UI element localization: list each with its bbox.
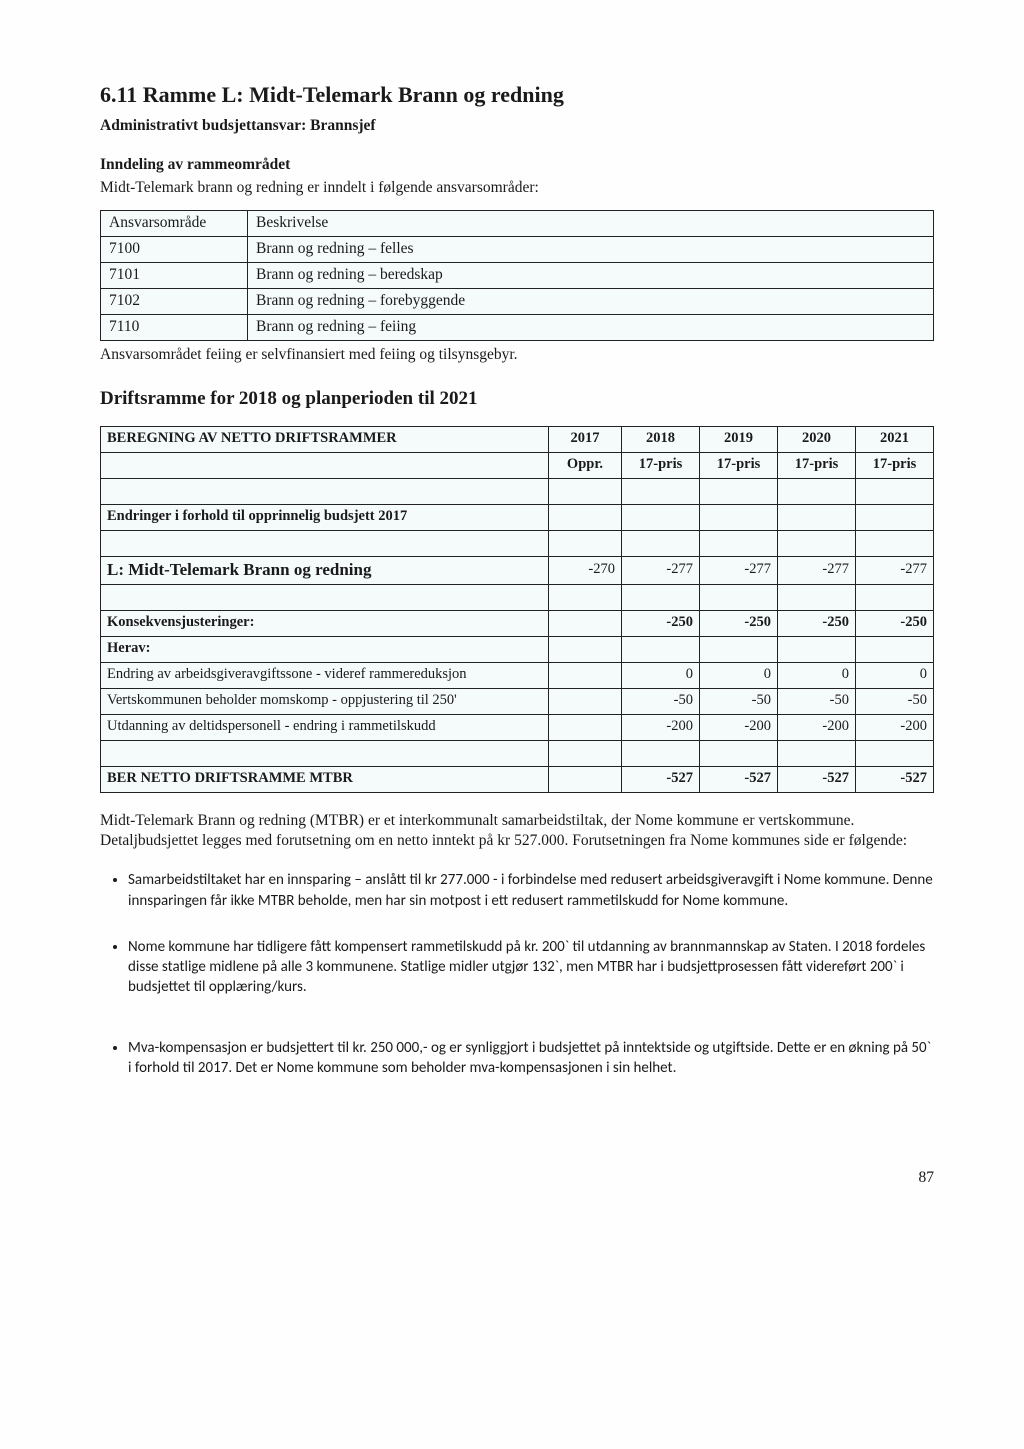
cell: 7110 — [101, 315, 248, 341]
table-row — [101, 740, 934, 766]
table-row: 7102Brann og redning – forebyggende — [101, 289, 934, 315]
cell: Brann og redning – forebyggende — [248, 289, 934, 315]
area-table: Ansvarsområde Beskrivelse 7100Brann og r… — [100, 210, 934, 341]
cell: BEREGNING AV NETTO DRIFTSRAMMER — [101, 426, 549, 452]
cell: 7100 — [101, 237, 248, 263]
table-row — [101, 478, 934, 504]
cell: -277 — [778, 556, 856, 584]
cell: Utdanning av deltidspersonell - endring … — [101, 714, 549, 740]
cell: BER NETTO DRIFTSRAMME MTBR — [101, 766, 549, 792]
body-paragraph: Midt-Telemark Brann og redning (MTBR) er… — [100, 811, 934, 853]
cell: -50 — [778, 688, 856, 714]
page-number: 87 — [100, 1168, 934, 1189]
cell: 0 — [778, 662, 856, 688]
table-row: Ansvarsområde Beskrivelse — [101, 211, 934, 237]
cell: -277 — [700, 556, 778, 584]
section-heading: Driftsramme for 2018 og planperioden til… — [100, 386, 934, 412]
cell: -200 — [622, 714, 700, 740]
table-row: 7101Brann og redning – beredskap — [101, 263, 934, 289]
table-row: BEREGNING AV NETTO DRIFTSRAMMER 2017 201… — [101, 426, 934, 452]
table-header: Ansvarsområde — [101, 211, 248, 237]
section-heading: Inndeling av rammeområdet — [100, 155, 934, 176]
table-row — [101, 584, 934, 610]
cell: 17-pris — [778, 452, 856, 478]
cell: 7102 — [101, 289, 248, 315]
cell: Endring av arbeidsgiveravgiftssone - vid… — [101, 662, 549, 688]
cell: 0 — [856, 662, 934, 688]
table-row: 7110Brann og redning – feiing — [101, 315, 934, 341]
cell: -50 — [622, 688, 700, 714]
cell: -527 — [856, 766, 934, 792]
table-row: Vertskommunen beholder momskomp - oppjus… — [101, 688, 934, 714]
intro-text: Midt-Telemark brann og redning er inndel… — [100, 178, 934, 199]
table-row: BER NETTO DRIFTSRAMME MTBR -527 -527 -52… — [101, 766, 934, 792]
cell: 17-pris — [622, 452, 700, 478]
table-row: Utdanning av deltidspersonell - endring … — [101, 714, 934, 740]
cell: 7101 — [101, 263, 248, 289]
cell: -527 — [700, 766, 778, 792]
cell: 2020 — [778, 426, 856, 452]
cell — [101, 452, 549, 478]
table-note: Ansvarsområdet feiing er selvfinansiert … — [100, 345, 934, 366]
cell — [101, 478, 549, 504]
cell: 2017 — [549, 426, 622, 452]
cell: Herav: — [101, 636, 549, 662]
cell: -250 — [778, 610, 856, 636]
table-row: Oppr. 17-pris 17-pris 17-pris 17-pris — [101, 452, 934, 478]
cell: -200 — [700, 714, 778, 740]
cell: -277 — [856, 556, 934, 584]
cell: -270 — [549, 556, 622, 584]
cell: 2021 — [856, 426, 934, 452]
cell: -250 — [856, 610, 934, 636]
cell: Endringer i forhold til opprinnelig buds… — [101, 504, 549, 530]
subtitle: Administrativt budsjettansvar: Brannsjef — [100, 116, 934, 137]
cell: Brann og redning – felles — [248, 237, 934, 263]
cell: 0 — [700, 662, 778, 688]
cell: 2018 — [622, 426, 700, 452]
cell: -200 — [778, 714, 856, 740]
cell: -250 — [622, 610, 700, 636]
cell: -527 — [622, 766, 700, 792]
cell: Brann og redning – feiing — [248, 315, 934, 341]
cell: Oppr. — [549, 452, 622, 478]
cell: Konsekvensjusteringer: — [101, 610, 549, 636]
cell — [101, 740, 549, 766]
list-item: Samarbeidstiltaket har en innsparing – a… — [128, 870, 934, 911]
cell: 17-pris — [700, 452, 778, 478]
cell: -50 — [856, 688, 934, 714]
cell: -200 — [856, 714, 934, 740]
cell: Vertskommunen beholder momskomp - oppjus… — [101, 688, 549, 714]
list-item: Mva-kompensasjon er budsjettert til kr. … — [128, 1038, 934, 1079]
table-row: Herav: — [101, 636, 934, 662]
table-row: Endringer i forhold til opprinnelig buds… — [101, 504, 934, 530]
budget-table: BEREGNING AV NETTO DRIFTSRAMMER 2017 201… — [100, 426, 934, 793]
bullet-list: Samarbeidstiltaket har en innsparing – a… — [128, 870, 934, 1078]
cell: -250 — [700, 610, 778, 636]
table-header: Beskrivelse — [248, 211, 934, 237]
table-row — [101, 530, 934, 556]
table-row: Endring av arbeidsgiveravgiftssone - vid… — [101, 662, 934, 688]
cell: 17-pris — [856, 452, 934, 478]
table-row: 7100Brann og redning – felles — [101, 237, 934, 263]
cell: L: Midt-Telemark Brann og redning — [101, 556, 549, 584]
list-item: Nome kommune har tidligere fått kompense… — [128, 937, 934, 998]
cell — [101, 530, 549, 556]
cell: -527 — [778, 766, 856, 792]
table-row: Konsekvensjusteringer: -250 -250 -250 -2… — [101, 610, 934, 636]
cell: -277 — [622, 556, 700, 584]
cell — [101, 584, 549, 610]
page-title: 6.11 Ramme L: Midt-Telemark Brann og red… — [100, 80, 934, 110]
cell: 2019 — [700, 426, 778, 452]
cell: Brann og redning – beredskap — [248, 263, 934, 289]
cell: 0 — [622, 662, 700, 688]
cell: -50 — [700, 688, 778, 714]
table-row: L: Midt-Telemark Brann og redning -270 -… — [101, 556, 934, 584]
